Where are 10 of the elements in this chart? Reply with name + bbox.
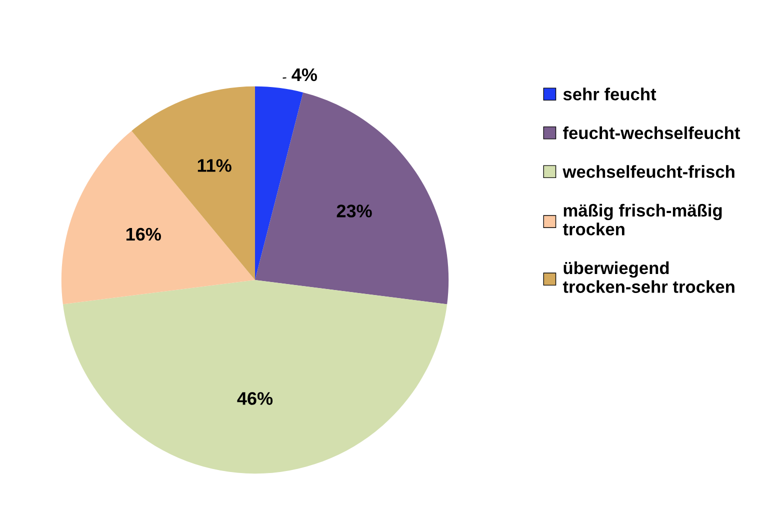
data-label: 23% — [336, 204, 372, 218]
data-label: 4% — [292, 68, 318, 82]
data-label: 16% — [126, 228, 161, 241]
legend-label: sehr feucht — [563, 88, 656, 100]
legend-label: feucht-wechselfeucht — [563, 126, 740, 140]
legend-label: überwiegend trocken-sehr trocken — [562, 261, 734, 293]
data-label: 46% — [237, 392, 273, 405]
legend-label: wechselfeucht-frisch — [562, 165, 734, 178]
legend-label: mäßig frisch-mäßig trocken — [562, 204, 722, 236]
data-label: 11% — [198, 159, 232, 172]
